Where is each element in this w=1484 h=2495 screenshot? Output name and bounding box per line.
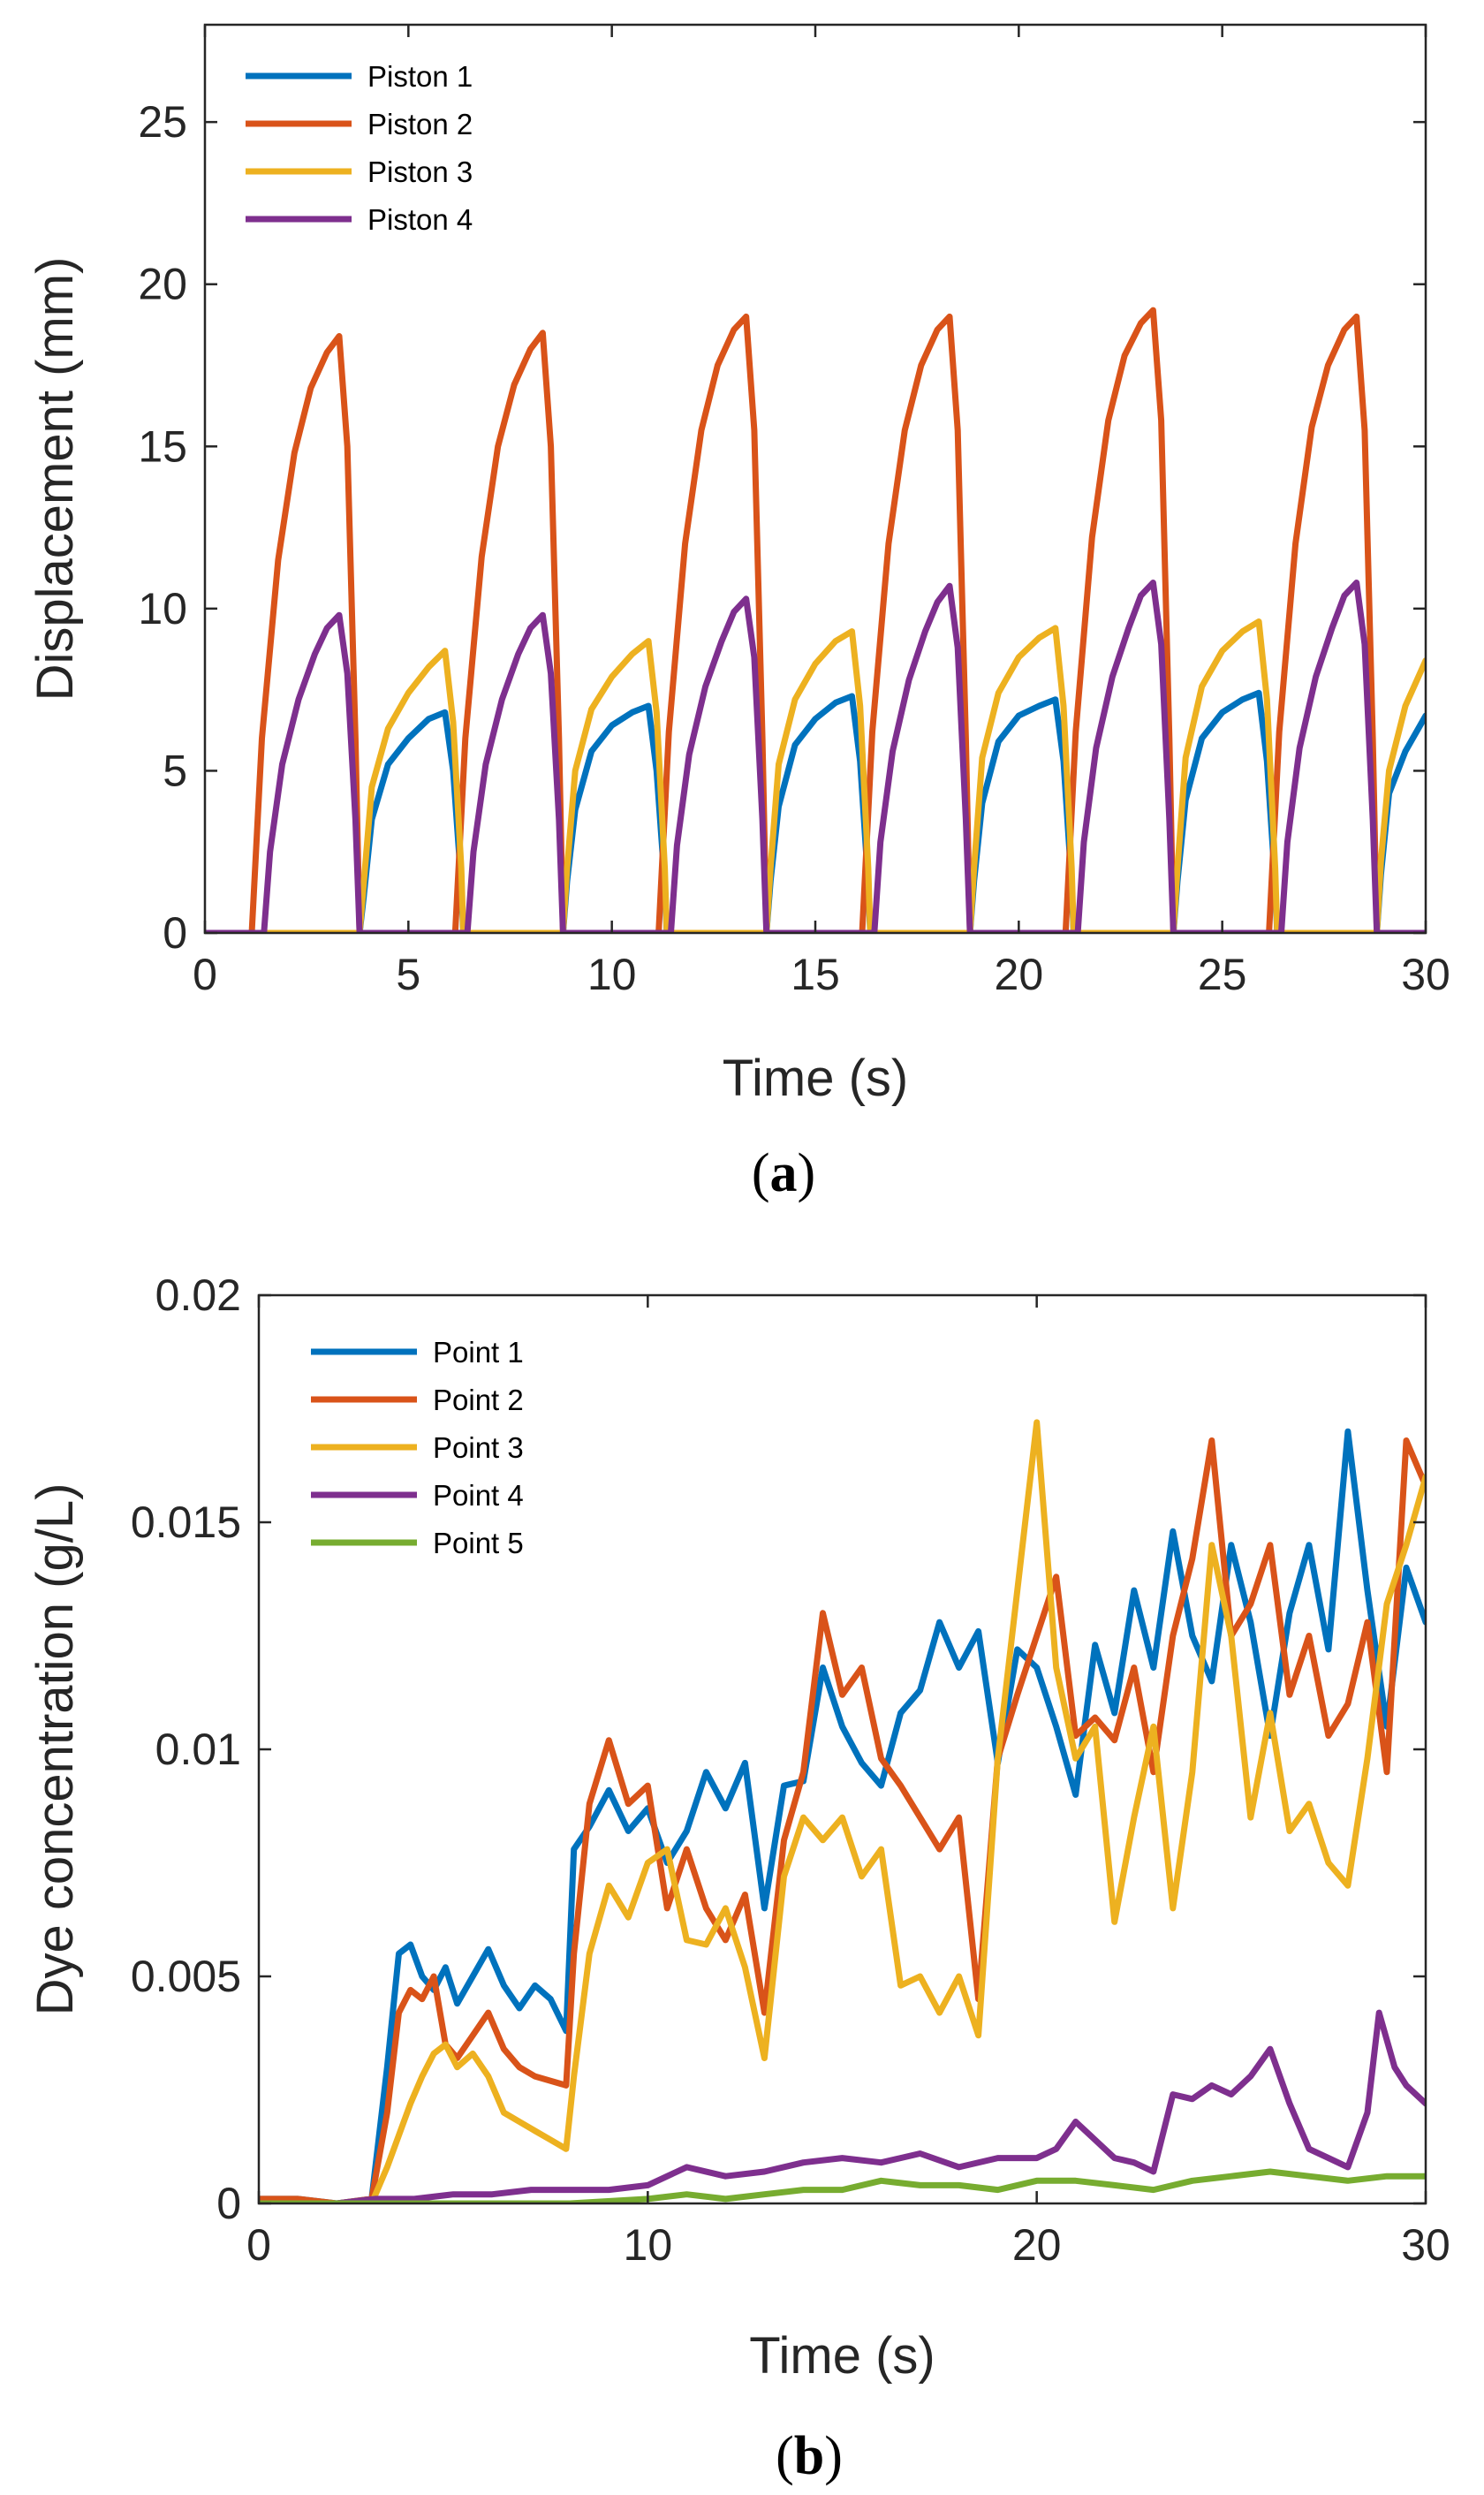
chart-a-x-tick-label: 15	[791, 950, 840, 999]
chart-b-legend-label: Point 2	[433, 1384, 524, 1416]
chart-b-y-tick-label: 0.02	[155, 1270, 241, 1320]
chart-a-y-tick-label: 20	[138, 260, 187, 309]
chart-a-y-tick-label: 25	[138, 97, 187, 147]
chart-a-y-tick-label: 15	[138, 421, 187, 471]
chart-b-series-layer	[259, 1419, 1426, 2203]
chart-a-x-tick-label: 5	[396, 950, 420, 999]
chart-a-x-axis-label: Time (s)	[723, 1050, 908, 1107]
chart-a-legend-label: Piston 3	[367, 155, 473, 188]
chart-b-ticks: 0 10 20 30 0 0.005 0.01 0.015 0.02	[131, 1270, 1450, 2270]
chart-b-series-3-line	[259, 1419, 1426, 2203]
chart-b-series-4-line	[259, 2009, 1426, 2203]
chart-b: 0 10 20 30 0 0.005 0.01 0.015 0.02 Time (s) Dye …	[26, 1270, 1450, 2486]
chart-b-legend-label: Point 5	[433, 1527, 524, 1559]
chart-b-y-tick-label: 0	[216, 2179, 241, 2228]
chart-b-legend-label: Point 4	[433, 1479, 524, 1512]
chart-b-legend-entries: Point 1 Point 2 Point 3 Point 4 Point 5	[311, 1336, 524, 1559]
chart-b-x-tick-label: 0	[246, 2220, 271, 2270]
chart-a-legend-label: Piston 1	[367, 60, 473, 93]
chart-a-legend-label: Piston 2	[367, 108, 473, 140]
chart-a-legend-box	[233, 48, 604, 247]
chart-b-x-tick-label: 30	[1401, 2220, 1450, 2270]
panel-label-b-open: (	[776, 2426, 794, 2486]
chart-b-y-axis-label: Dye concentration (g/L)	[26, 1483, 84, 2016]
chart-b-x-axis-label: Time (s)	[749, 2327, 935, 2385]
panel-label-b-letter: b	[794, 2426, 824, 2486]
chart-a-y-tick-label: 10	[138, 584, 187, 633]
chart-a-y-axis-label: Displacement (mm)	[26, 257, 84, 701]
chart-a-series-3-line	[205, 618, 1426, 933]
chart-a-x-tick-label: 10	[587, 950, 637, 999]
chart-a-legend: Piston 1 Piston 2 Piston 3 Piston 4	[233, 48, 604, 247]
panel-label-a-open: (	[752, 1143, 770, 1203]
chart-b-y-tick-label: 0.005	[131, 1952, 241, 2001]
chart-a-x-tick-label: 25	[1198, 950, 1247, 999]
chart-a-legend-label: Piston 4	[367, 203, 473, 236]
chart-a-x-tick-label: 30	[1401, 950, 1450, 999]
panel-label-a-close: )	[798, 1143, 816, 1203]
chart-a-legend-entries: Piston 1 Piston 2 Piston 3 Piston 4	[246, 60, 473, 236]
chart-a-y-tick-label: 5	[163, 746, 187, 795]
panel-label-b-close: )	[824, 2426, 843, 2486]
chart-b-legend: Point 1 Point 2 Point 3 Point 4 Point 5	[299, 1323, 670, 1571]
chart-a: 0 5 10 15 20 25 30 0 5 10 15 20 25 Time (s) Displace…	[26, 23, 1450, 1203]
chart-b-legend-label: Point 1	[433, 1336, 524, 1369]
chart-a-series-layer	[205, 307, 1426, 933]
chart-a-y-tick-label: 0	[163, 908, 187, 958]
panel-label-a: (a)	[752, 1143, 815, 1203]
chart-a-x-tick-label: 20	[995, 950, 1044, 999]
panel-label-b: (b)	[776, 2426, 843, 2486]
chart-b-series-2-line	[259, 1437, 1426, 2203]
chart-b-x-tick-label: 20	[1012, 2220, 1062, 2270]
chart-a-ticks: 0 5 10 15 20 25 30 0 5 10 15 20 25	[138, 25, 1450, 999]
chart-a-x-tick-label: 0	[193, 950, 217, 999]
chart-b-y-tick-label: 0.015	[131, 1498, 241, 1547]
panel-label-a-letter: a	[770, 1143, 798, 1203]
chart-b-legend-label: Point 3	[433, 1431, 524, 1464]
chart-b-x-tick-label: 10	[624, 2220, 673, 2270]
chart-b-y-tick-label: 0.01	[155, 1725, 241, 1774]
